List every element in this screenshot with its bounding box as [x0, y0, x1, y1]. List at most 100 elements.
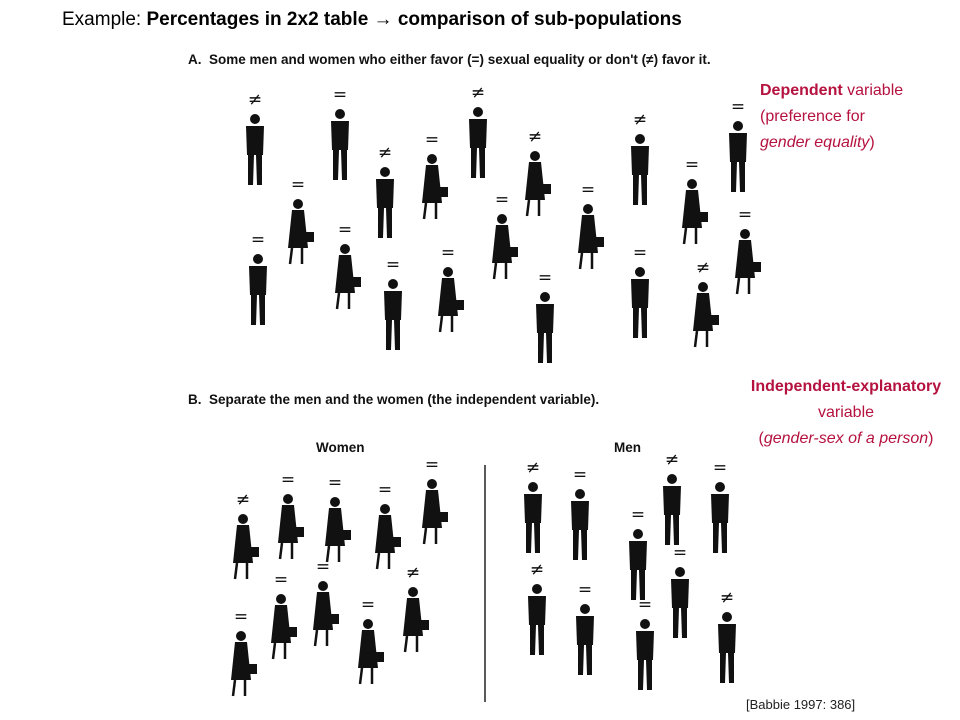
equality-symbol: ≠: [696, 258, 710, 278]
panel-caption: Some men and women who either favor (=) …: [209, 52, 711, 67]
man-figure: ≠: [246, 90, 264, 185]
body: [331, 121, 349, 150]
bag: [420, 620, 429, 630]
head: [532, 584, 542, 594]
legs: [438, 315, 454, 333]
legs: [633, 175, 647, 205]
legs: [251, 295, 265, 325]
body: [631, 279, 649, 308]
dress: [525, 162, 545, 200]
equality-symbol: =: [578, 580, 592, 600]
body: [729, 133, 747, 162]
woman-figure: =: [682, 155, 708, 245]
head: [473, 107, 483, 117]
head: [427, 479, 437, 489]
body: [528, 596, 546, 625]
equality-symbol: =: [316, 557, 330, 577]
legs: [665, 515, 679, 545]
legs: [471, 148, 485, 178]
body: [536, 304, 554, 333]
man-figure: =: [631, 243, 649, 338]
panel-label: A.: [188, 52, 202, 67]
man-figure: ≠: [528, 560, 546, 655]
legs: [720, 653, 734, 683]
woman-figure: =: [438, 243, 464, 333]
body: [524, 494, 542, 523]
man-figure: ≠: [631, 110, 649, 205]
legs: [386, 320, 400, 350]
head: [722, 612, 732, 622]
man-figure: =: [331, 85, 349, 180]
woman-figure: =: [735, 205, 761, 295]
legs: [731, 162, 745, 192]
bag: [392, 537, 401, 547]
legs: [375, 552, 391, 570]
head: [427, 154, 437, 164]
body: [246, 126, 264, 155]
head: [330, 497, 340, 507]
head: [340, 244, 350, 254]
equality-symbol: ≠: [720, 588, 734, 608]
legs: [633, 308, 647, 338]
legs: [492, 262, 508, 280]
equality-symbol: =: [731, 97, 745, 117]
head: [318, 581, 328, 591]
bag: [699, 212, 708, 222]
legs: [278, 542, 294, 560]
note-bold: Dependent: [760, 82, 843, 99]
head: [740, 229, 750, 239]
legs: [526, 523, 540, 553]
bag: [439, 512, 448, 522]
legs: [313, 629, 329, 647]
group-label: Men: [614, 440, 641, 455]
man-figure: =: [249, 230, 267, 325]
dress: [682, 190, 702, 228]
body: [384, 291, 402, 320]
dress: [492, 225, 512, 263]
equality-symbol: =: [685, 155, 699, 175]
woman-figure: =: [325, 473, 351, 563]
legs: [422, 202, 438, 220]
head: [335, 109, 345, 119]
title-prefix: Example:: [62, 9, 142, 30]
legs: [735, 277, 751, 295]
head: [635, 134, 645, 144]
head: [575, 489, 585, 499]
equality-symbol: ≠: [526, 458, 540, 478]
head: [238, 514, 248, 524]
dress: [313, 592, 333, 630]
equality-symbol: ≠: [378, 143, 392, 163]
equality-symbol: =: [234, 607, 248, 627]
head: [236, 631, 246, 641]
equality-symbol: =: [328, 473, 342, 493]
equality-symbol: =: [633, 243, 647, 263]
dress: [358, 630, 378, 668]
legs: [325, 545, 341, 563]
woman-figure: ≠: [525, 127, 551, 217]
dress: [231, 642, 251, 680]
equality-symbol: =: [274, 570, 288, 590]
bag: [248, 664, 257, 674]
equality-symbol: ≠: [471, 83, 485, 103]
woman-figure: ≠: [233, 490, 259, 580]
head: [293, 199, 303, 209]
note-text: (preference for: [760, 108, 865, 125]
woman-figure: =: [278, 470, 304, 560]
independent-note: Independent-explanatory variable (gender…: [738, 374, 954, 452]
note-italic: gender-sex of a person: [763, 430, 929, 447]
equality-symbol: =: [713, 458, 727, 478]
equality-symbol: ≠: [248, 90, 262, 110]
legs: [333, 150, 347, 180]
dress: [288, 210, 308, 248]
bag: [250, 547, 259, 557]
body: [249, 266, 267, 295]
body: [576, 616, 594, 645]
note-text: ): [869, 134, 875, 151]
dress: [403, 598, 423, 636]
bag: [352, 277, 361, 287]
body: [469, 119, 487, 148]
equality-symbol: =: [338, 220, 352, 240]
head: [388, 279, 398, 289]
equality-symbol: =: [631, 505, 645, 525]
head: [715, 482, 725, 492]
